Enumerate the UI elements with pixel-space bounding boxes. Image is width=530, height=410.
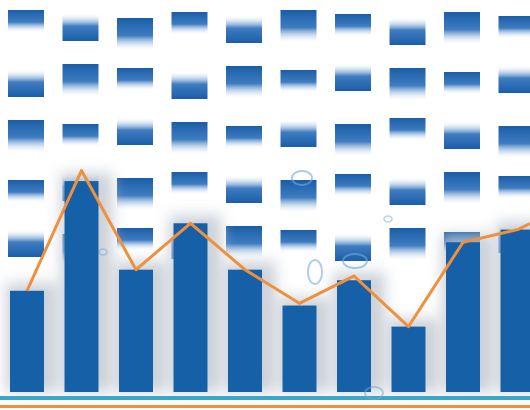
background-tile [226,16,262,43]
background-tile [8,10,44,32]
water-droplet [291,170,313,186]
background-tile [444,172,480,204]
background-tile [8,70,44,97]
background-tile [498,126,530,158]
bar-series [10,181,530,392]
base-stripe-orange [0,405,530,408]
background-tile [8,230,44,257]
background-tile [8,120,44,152]
background-tile [335,64,371,91]
background-tile [389,68,426,100]
background-tile [226,126,262,148]
trend-line [25,169,530,329]
background-tile [117,68,153,90]
background-tile [8,180,44,202]
background-tile [171,172,208,194]
bar [282,305,317,392]
background-tile [117,178,153,210]
background-tile [280,10,317,42]
background-tile [280,70,317,92]
bar [391,326,426,392]
background-tile [389,178,426,205]
background-tile [117,118,153,145]
background-tile [171,122,208,154]
background-tile [280,120,317,147]
background-tile [335,14,371,36]
bar [173,223,208,392]
bar [119,269,153,392]
background-tile [171,12,208,34]
background-tile [117,228,153,250]
water-droplet [342,253,368,269]
water-droplets [98,170,393,400]
background-tile [226,66,262,98]
bar [446,242,480,392]
bar [337,280,371,392]
background-tile [226,176,262,203]
water-droplet [364,386,384,400]
background-tile [335,174,371,196]
base-stripe-blue [0,396,530,400]
bar [10,290,44,392]
background-tile [171,72,208,99]
background-tile [498,16,530,38]
base-stripes [0,396,530,408]
background-tile [498,66,530,93]
background-tile [62,14,99,41]
background-tile [335,124,371,156]
background-tile [444,12,480,44]
background-tile [62,124,99,146]
water-droplet [383,215,393,223]
background-tile [389,228,426,260]
background-tile [389,18,426,45]
background-tile [444,72,480,94]
bar [500,229,530,392]
background-tile [117,18,153,50]
background-tile [62,64,99,96]
background-tile [280,230,317,252]
water-droplet [307,259,323,285]
bar [64,181,99,392]
background-tile [389,118,426,140]
water-droplet [98,248,108,256]
background-tile [498,176,530,198]
background-tile [226,226,262,258]
bar [228,269,262,392]
background-tile [444,122,480,149]
